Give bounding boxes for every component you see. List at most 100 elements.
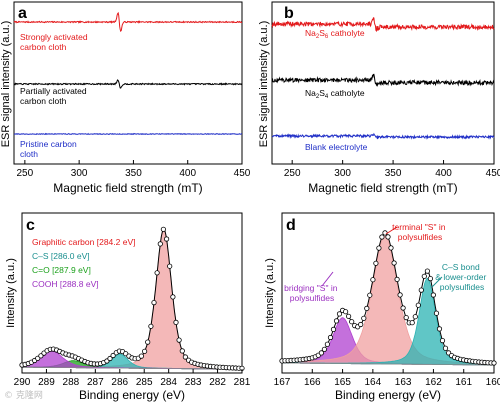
panel-a-strong-label: Strongly activated carbon cloth (20, 32, 90, 52)
panel-b-na2s6-sub2: 6 (325, 34, 329, 40)
panel-c-tick-label: 281 (234, 377, 251, 388)
panel-d-data-point (376, 245, 382, 251)
panel-b-tick-label: 300 (334, 168, 351, 179)
panel-b-series-line (271, 73, 495, 88)
panel-c-data-point (142, 348, 148, 354)
panel-d-data-point (442, 345, 449, 351)
panel-d-x-label: Binding energy (eV) (335, 388, 441, 402)
panel-d-data-point (349, 319, 355, 325)
panel-d-tick-label: 167 (274, 377, 291, 388)
panel-b-na2s4-part1: Na (305, 88, 316, 98)
panel-d-terminal-line2: polysulfides (398, 232, 442, 242)
panel-c-tick-label: 286 (111, 377, 128, 388)
panel-c-data-point (176, 337, 182, 343)
panel-c-data-point (170, 294, 176, 300)
panel-d-cs-line2: & lower-order (435, 272, 486, 282)
panel-d-data-point (385, 234, 391, 240)
panel-a-series-line (14, 132, 242, 136)
panel-a-tick-label: 250 (17, 168, 34, 179)
panel-b: b 250 300 350 400 450 Magnetic field strengt… (258, 1, 500, 195)
panel-c-co-label: C=O [287.9 eV] (32, 265, 91, 275)
panel-a-tick-label: 450 (234, 168, 251, 179)
panel-d-terminal-line1: terminal "S" in (392, 222, 446, 232)
panel-a-series-group (13, 11, 243, 136)
panel-d-data-point (324, 341, 330, 347)
panel-b-tag: b (284, 5, 294, 22)
panel-c-cooh-label: COOH [288.8 eV] (32, 279, 99, 289)
panel-c-data-point (182, 354, 188, 360)
panel-d-data-point (367, 292, 373, 298)
panel-a-frame (13, 1, 243, 165)
panel-d-data-point (345, 313, 352, 319)
panel-c-tick-label: 283 (185, 377, 202, 388)
panel-b-y-label: ESR signal intensity (a.u.) (258, 21, 270, 148)
panel-d-bridging-label: bridging "S" in polysulfides (284, 283, 340, 303)
panel-c-frame (21, 212, 243, 374)
panel-c-tick-label: 288 (63, 377, 80, 388)
panel-b-blank-label: Blank electrolyte (305, 142, 368, 152)
panel-d-data-point (427, 275, 433, 282)
panel-d-data-point (491, 360, 497, 366)
panel-b-na2s6-part1: Na (305, 28, 316, 38)
panel-c-data-point (157, 241, 163, 247)
panel-d-data-point (330, 326, 337, 332)
panel-d-tick-label: 163 (395, 377, 412, 388)
panel-d-data-point (418, 287, 424, 293)
panel-c-plot-group (19, 226, 245, 371)
panel-b-na2s6-sub1: 2 (316, 34, 320, 40)
panel-d-data-point (358, 321, 364, 328)
panel-d-data-point (424, 268, 430, 274)
panel-a-series-line (13, 79, 243, 89)
panel-c-graphitic-label: Graphitic carbon [284.2 eV] (32, 237, 135, 247)
panel-c: c 290 289 288 287 286 285 284 283 282 281 Binding… (5, 212, 251, 402)
panel-d-frame (281, 212, 495, 374)
panel-a-pristine-label-line1: Pristine carbon (20, 139, 77, 149)
panel-d-data-point (373, 260, 379, 266)
panel-d-data-point (364, 305, 370, 311)
panel-c-data-point (151, 299, 157, 306)
panel-b-na2s4-sub2: 4 (325, 94, 329, 100)
panel-c-data-point (179, 348, 185, 354)
panel-b-x-label: Magnetic field strength (mT) (308, 181, 457, 195)
panel-b-na2s6-part3: catholyte (328, 28, 365, 38)
panel-c-data-point (110, 352, 116, 359)
panel-d-terminal-label: terminal "S" in polysulfides (392, 222, 448, 242)
panel-d-tag: d (286, 217, 296, 234)
panel-a-partial-label-line1: Partially activated (20, 86, 87, 96)
panel-b-na2s6-label: Na2S6 catholyte (305, 28, 365, 40)
panel-d-tick-label: 162 (425, 377, 442, 388)
panel-c-data-point (164, 236, 170, 242)
panel-c-tick-label: 290 (14, 377, 31, 388)
panel-b-na2s4-part2: S (319, 88, 325, 98)
panel-d-tick-label: 161 (455, 377, 472, 388)
panel-a-strong-label-line2: carbon cloth (20, 42, 67, 52)
panel-d-data-point (400, 305, 406, 311)
panel-b-na2s6-part2: S (319, 28, 325, 38)
panel-d-data-point (327, 334, 334, 341)
panel-d-data-point (361, 315, 367, 321)
panel-d-background-line (282, 362, 495, 366)
panel-d-data-point (388, 245, 394, 251)
panel-c-x-label: Binding energy (eV) (79, 388, 185, 402)
panel-c-data-point (107, 355, 113, 362)
panel-a-pristine-label-line2: cloth (20, 149, 38, 159)
panel-d-plot-group (279, 230, 497, 366)
panel-d-data-point (415, 302, 421, 308)
panel-b-tick-label: 400 (435, 168, 452, 179)
panel-d-data-point (333, 318, 340, 324)
panel-b-na2s4-part3: catholyte (328, 88, 365, 98)
panel-d-data-point (397, 292, 403, 298)
panel-d-data-point (421, 273, 427, 279)
panel-a-series-line (13, 11, 242, 33)
panel-c-tick-label: 287 (87, 377, 104, 388)
panel-c-data-point (160, 226, 166, 232)
panel-a-tick-label: 300 (71, 168, 88, 179)
panel-d-data-point (433, 310, 440, 316)
panel-c-data-point (173, 319, 179, 325)
panel-d-data-point (430, 292, 436, 298)
panel-d-tick-label: 160 (486, 377, 500, 388)
panel-c-data-point (138, 353, 144, 359)
panel-c-tag: c (26, 217, 35, 234)
panel-a-x-label: Magnetic field strength (mT) (53, 181, 202, 195)
panel-d-data-point (382, 230, 388, 236)
